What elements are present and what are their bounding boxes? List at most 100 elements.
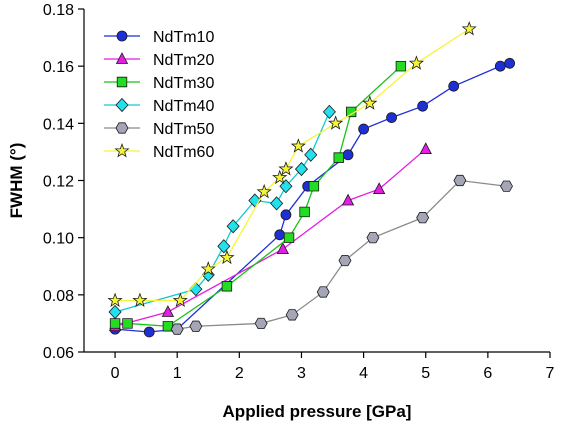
data-point [294,161,309,177]
series-line [115,28,470,302]
data-point [172,292,188,307]
data-point [219,249,235,265]
data-point [200,261,216,276]
legend-item: NdTm40 [104,97,214,115]
data-point [408,55,424,70]
legend-label: NdTm40 [153,98,214,115]
data-point [494,60,506,72]
data-point [143,326,155,338]
data-point [285,309,299,321]
legend: NdTm10 NdTm20 NdTm30 NdTm40 NdTm50 NdTm60 [104,29,214,161]
data-point [366,232,380,244]
series-ndtm50 [170,174,513,335]
x-tick-label: 7 [546,365,555,382]
data-point [372,182,386,194]
series-layer [107,21,516,338]
y-tick-label: 0.08 [43,288,74,305]
legend-item: NdTm60 [104,143,214,161]
data-point [328,115,344,130]
legend-marker [114,143,130,158]
legend-item: NdTm50 [104,121,214,138]
x-tick-label: 2 [235,365,244,382]
legend-marker [116,30,128,42]
series-ndtm60 [107,21,477,307]
data-point [342,149,354,161]
y-tick-label: 0.10 [43,231,74,248]
data-point [276,242,289,255]
data-point [270,196,284,211]
legend-label: NdTm50 [153,121,214,138]
data-point [341,193,355,206]
y-tick-label: 0.06 [43,345,74,362]
data-point [316,286,330,298]
data-point [274,229,286,241]
data-point [308,181,320,192]
data-point [283,232,295,243]
x-tick-label: 1 [173,365,182,382]
data-point [107,292,123,307]
series-line [177,179,507,330]
data-point [419,142,432,154]
data-point [280,209,292,221]
y-tick-label: 0.18 [43,2,74,19]
y-tick-label: 0.14 [43,116,74,133]
x-tick-label: 4 [359,365,368,382]
data-point [254,317,268,330]
data-point [333,152,344,163]
data-point [290,138,306,153]
data-point [500,180,513,192]
data-point [448,80,460,92]
legend-marker [115,97,129,113]
data-point [122,318,133,329]
data-point [109,318,121,329]
legend-item: NdTm20 [104,52,214,69]
data-point [189,320,203,332]
data-point [345,106,357,118]
tick-labels: 0 1 2 3 4 5 6 7 0.06 0.08 0.10 0.12 0.14 0.16 0.18 [43,2,555,382]
data-point [386,112,397,124]
x-tick-label: 6 [483,365,492,382]
legend-marker [115,122,129,134]
y-tick-label: 0.12 [43,174,74,191]
series-ndtm30 [109,60,407,332]
data-point [161,305,175,317]
y-axis-title: FWHM (°) [7,143,26,219]
data-point [256,183,272,199]
series-ndtm20 [108,142,432,332]
x-tick-label: 5 [421,365,430,382]
series-ndtm40 [108,104,336,320]
legend-label: NdTm20 [153,52,214,69]
data-point [395,60,407,72]
legend-label: NdTm30 [153,75,214,92]
data-point [322,104,336,119]
data-point [338,254,352,267]
data-point [217,239,231,254]
data-point [461,21,477,36]
data-point [170,323,184,335]
data-point [362,95,378,110]
y-tick-label: 0.16 [43,59,74,76]
legend-label: NdTm60 [153,144,214,161]
x-tick-label: 0 [111,365,120,382]
data-point [221,281,233,292]
data-point [358,123,370,135]
data-point [108,304,122,320]
legend-item: NdTm30 [104,75,214,92]
legend-label: NdTm10 [153,29,214,46]
legend-item: NdTm10 [104,29,214,46]
data-point [416,212,430,224]
axes [78,8,551,358]
data-point [299,206,310,218]
legend-marker [115,52,129,64]
series-line [114,148,427,327]
data-point [453,174,467,187]
x-tick-label: 3 [297,365,306,382]
data-point [132,292,148,307]
x-axis-title: Applied pressure [GPa] [223,402,412,421]
legend-marker [116,76,128,88]
data-point [272,169,288,185]
data-point [417,100,429,112]
data-point [504,57,516,69]
data-point [304,147,318,162]
